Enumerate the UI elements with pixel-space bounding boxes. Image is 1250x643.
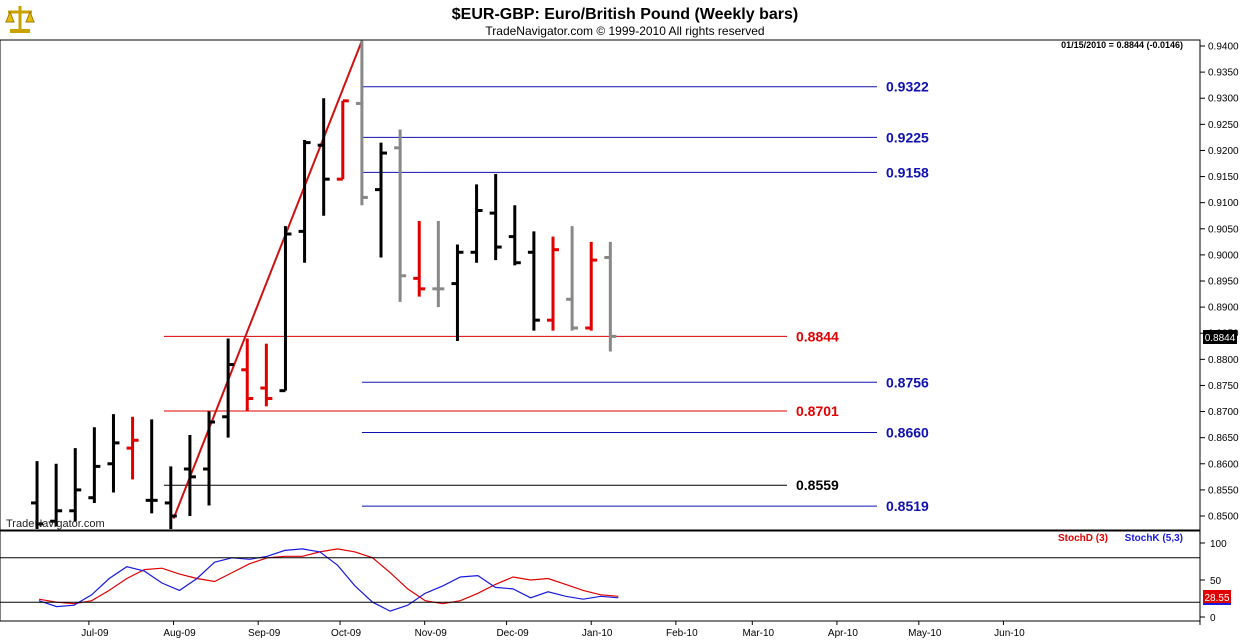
level-label: 0.8559	[796, 477, 839, 493]
level-label: 0.8701	[796, 403, 839, 419]
ohlc-bar	[604, 241, 617, 352]
ohlc-bar	[432, 220, 445, 308]
stochastic-lines	[38, 548, 619, 612]
price-tick-label: 0.8750	[1208, 381, 1239, 392]
ohlc-bar	[585, 241, 598, 331]
date-tick-label: Jan-10	[582, 628, 613, 639]
stoch-d-legend: StochD (3)	[1058, 533, 1108, 544]
level-label: 0.8660	[886, 424, 929, 440]
ohlc-bar	[375, 142, 388, 258]
date-tick-label: Oct-09	[331, 628, 361, 639]
price-tick-label: 0.9300	[1208, 94, 1239, 105]
watermark: TradeNavigator.com	[6, 518, 105, 530]
stoch-series-line	[38, 548, 619, 605]
date-axis: Jul-09 Aug-09 Sep-09 Oct-09 Nov-09 Dec-09 Jan-…	[81, 621, 1025, 639]
ohlc-bar	[355, 40, 368, 206]
chart-title: $EUR-GBP: Euro/British Pound (Weekly bar…	[452, 6, 798, 23]
price-tick-label: 0.8800	[1208, 355, 1239, 366]
ohlc-bar	[203, 411, 216, 506]
stoch-tick-label: 100	[1210, 539, 1227, 550]
ohlc-bar	[566, 226, 579, 331]
level-label: 0.9322	[886, 79, 929, 95]
ohlc-bar	[126, 416, 139, 480]
ohlc-bar	[31, 461, 44, 530]
date-tick-label: Sep-09	[248, 628, 281, 639]
chart-subtitle: TradeNavigator.com © 1999-2010 All right…	[485, 24, 764, 38]
date-tick-label: Mar-10	[742, 628, 774, 639]
level-label: 0.9225	[886, 129, 929, 145]
level-label: 0.8756	[886, 374, 929, 390]
ohlc-bar	[527, 231, 540, 331]
stoch-tick-label: 0	[1210, 613, 1216, 624]
ohlc-bar	[50, 463, 63, 527]
ohlc-bar	[145, 419, 158, 514]
price-tick-label: 0.9100	[1208, 198, 1239, 209]
ohlc-bars	[31, 40, 617, 530]
date-tick-label: Dec-09	[496, 628, 529, 639]
ohlc-bar	[222, 338, 235, 438]
last-price-box: 0.8844	[1203, 330, 1237, 344]
price-tick-label: 0.8700	[1208, 407, 1239, 418]
price-tick-label: 0.8600	[1208, 459, 1239, 470]
price-tick-label: 0.9000	[1208, 250, 1239, 261]
price-tick-label: 0.9150	[1208, 172, 1239, 183]
price-tick-label: 0.9200	[1208, 146, 1239, 157]
price-tick-label: 0.9050	[1208, 224, 1239, 235]
stoch-k-legend: StochK (5,3)	[1125, 533, 1183, 544]
level-label: 0.8844	[796, 328, 839, 344]
price-tick-label: 0.8500	[1208, 512, 1239, 523]
ohlc-bar	[88, 427, 101, 503]
ohlc-bar	[183, 435, 196, 516]
last-price-label: 0.8844	[1205, 333, 1236, 344]
stoch-series-line	[38, 548, 619, 612]
date-tick-label: Apr-10	[828, 628, 858, 639]
ohlc-bar	[107, 414, 120, 493]
ohlc-bar	[451, 244, 464, 342]
date-tick-label: Feb-10	[666, 628, 698, 639]
last-quote-readout: 01/15/2010 = 0.8844 (-0.0146)	[1061, 40, 1183, 50]
ohlc-bar	[298, 140, 311, 263]
price-tick-label: 0.8900	[1208, 303, 1239, 314]
level-label: 0.8519	[886, 498, 929, 514]
price-tick-label: 0.8650	[1208, 433, 1239, 444]
ohlc-bar	[241, 338, 254, 412]
price-tick-label: 0.9350	[1208, 68, 1239, 79]
date-tick-label: Nov-09	[415, 628, 448, 639]
ohlc-bar	[508, 205, 521, 266]
last-stoch-label: 28.55	[1204, 593, 1229, 604]
ohlc-bar	[394, 129, 407, 302]
ohlc-bar	[547, 236, 559, 331]
date-tick-label: May-10	[908, 628, 942, 639]
level-lines: 0.9322 0.9225 0.9158 0.8844 0.8756 0.8701 0.86…	[163, 79, 929, 514]
price-tick-label: 0.8950	[1208, 277, 1239, 288]
ohlc-bar	[413, 220, 426, 297]
stochastic-axis: 100 50 0	[0, 539, 1227, 624]
date-tick-label: Jun-10	[994, 628, 1025, 639]
ohlc-bar	[164, 466, 177, 530]
level-label: 0.9158	[886, 164, 929, 180]
gold-scales-icon	[3, 2, 37, 36]
ohlc-bar	[470, 184, 483, 263]
ohlc-bar	[489, 173, 502, 261]
ohlc-bar	[317, 98, 330, 216]
trend-line	[172, 40, 363, 519]
ohlc-bar	[336, 99, 349, 181]
stoch-tick-label: 50	[1210, 576, 1222, 587]
trend-line-segment	[172, 40, 363, 519]
last-stoch-box: 28.55	[1203, 590, 1231, 605]
ohlc-bar	[260, 343, 273, 407]
price-tick-label: 0.9400	[1208, 42, 1239, 53]
date-tick-label: Jul-09	[81, 628, 109, 639]
price-tick-label: 0.9250	[1208, 120, 1239, 131]
price-tick-label: 0.8550	[1208, 485, 1239, 496]
ohlc-bar	[69, 448, 82, 522]
date-tick-label: Aug-09	[163, 628, 196, 639]
ohlc-bar	[279, 226, 292, 393]
